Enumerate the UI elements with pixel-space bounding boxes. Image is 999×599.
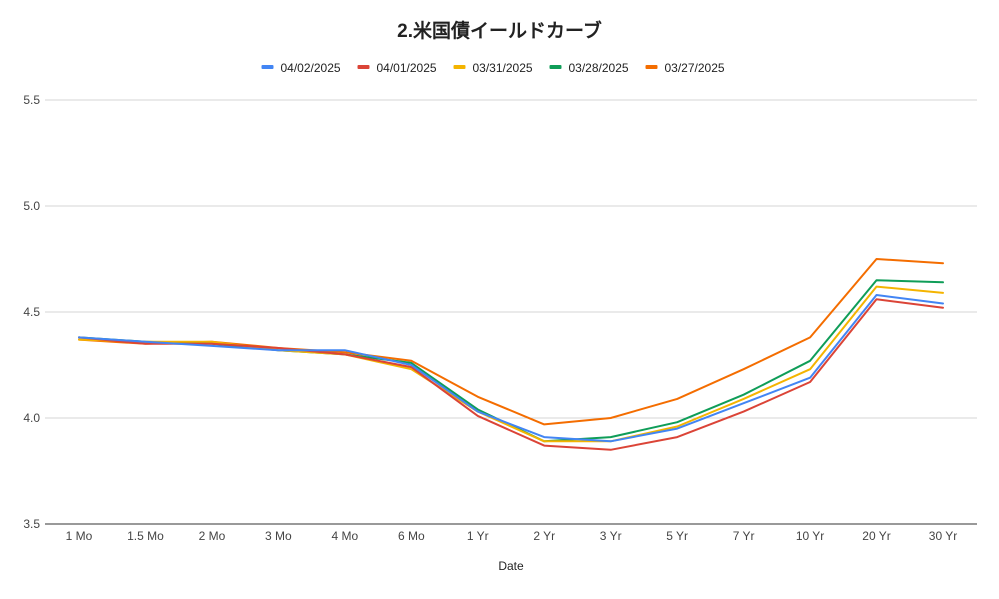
x-axis-title: Date xyxy=(498,559,524,573)
legend-swatch xyxy=(453,65,466,69)
series-line-03-31-2025 xyxy=(78,285,944,443)
y-axis-tick-labels: 3.5 4.0 4.5 5.0 5.5 xyxy=(23,93,40,531)
x-tick-label: 1 Mo xyxy=(66,529,93,543)
x-tick-label: 20 Yr xyxy=(862,529,890,543)
legend-label: 04/01/2025 xyxy=(377,61,437,75)
legend-item: 03/28/2025 xyxy=(549,61,629,75)
x-tick-label: 1.5 Mo xyxy=(127,529,164,543)
legend-swatch xyxy=(645,65,658,69)
x-tick-label: 5 Yr xyxy=(666,529,688,543)
x-tick-label: 2 Yr xyxy=(533,529,555,543)
legend-item: 04/02/2025 xyxy=(261,61,341,75)
legend-label: 03/28/2025 xyxy=(569,61,629,75)
x-axis-tick-labels: 1 Mo 1.5 Mo 2 Mo 3 Mo 4 Mo 6 Mo 1 Yr 2 Yr 3 Yr 5 … xyxy=(66,529,958,543)
series-line-04-02-2025 xyxy=(78,294,944,443)
legend-item: 03/27/2025 xyxy=(645,61,725,75)
y-tick-label: 4.0 xyxy=(23,411,40,425)
legend-label: 03/27/2025 xyxy=(665,61,725,75)
x-tick-label: 2 Mo xyxy=(199,529,226,543)
x-tick-label: 6 Mo xyxy=(398,529,425,543)
series-line-04-01-2025 xyxy=(78,298,944,451)
y-tick-label: 5.5 xyxy=(23,93,40,107)
x-tick-label: 4 Mo xyxy=(332,529,359,543)
legend-label: 03/31/2025 xyxy=(473,61,533,75)
legend-item: 04/01/2025 xyxy=(357,61,437,75)
series-line-03-28-2025 xyxy=(78,279,944,443)
legend-label: 04/02/2025 xyxy=(281,61,341,75)
x-tick-label: 1 Yr xyxy=(467,529,489,543)
legend-swatch xyxy=(261,65,274,69)
legend: 04/02/2025 04/01/2025 03/31/2025 03/28/2025… xyxy=(261,61,725,75)
x-tick-label: 7 Yr xyxy=(733,529,755,543)
x-tick-label: 10 Yr xyxy=(796,529,824,543)
chart-title: 2.米国債イールドカーブ xyxy=(397,19,602,42)
legend-swatch xyxy=(357,65,370,69)
x-tick-label: 30 Yr xyxy=(929,529,957,543)
y-tick-label: 5.0 xyxy=(23,199,40,213)
x-tick-label: 3 Yr xyxy=(600,529,622,543)
series-lines xyxy=(78,258,944,451)
x-tick-label: 3 Mo xyxy=(265,529,292,543)
y-tick-label: 3.5 xyxy=(23,517,40,531)
y-tick-label: 4.5 xyxy=(23,305,40,319)
gridlines xyxy=(45,99,977,419)
legend-swatch xyxy=(549,65,562,69)
legend-item: 03/31/2025 xyxy=(453,61,533,75)
